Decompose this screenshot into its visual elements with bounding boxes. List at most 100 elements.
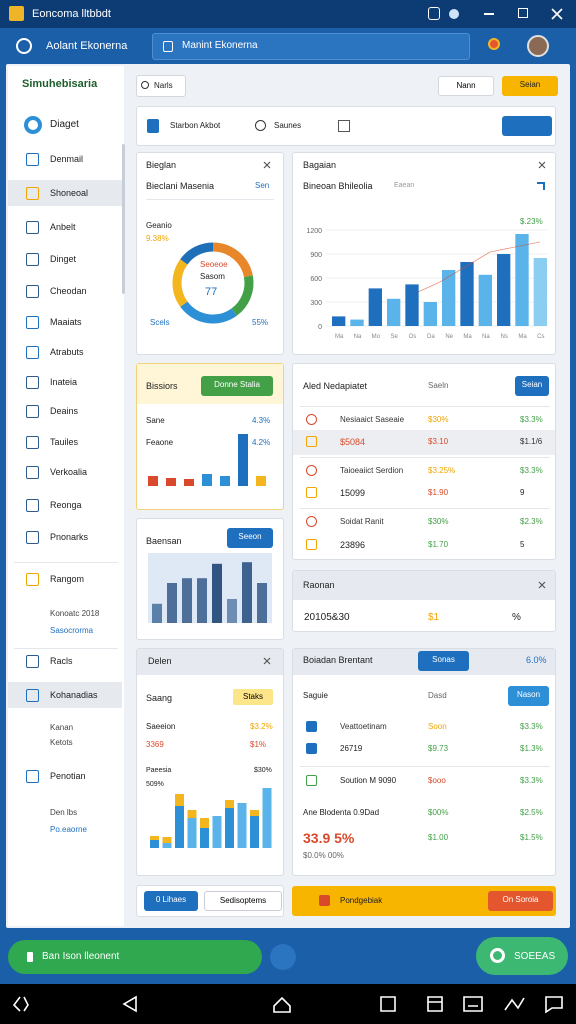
button[interactable]: Seian: [502, 76, 558, 96]
circle-button[interactable]: [270, 944, 296, 970]
nav-item[interactable]: Penotian: [50, 771, 86, 781]
button[interactable]: Donne Stalia: [201, 376, 273, 396]
chart: 0 300 600 900 1200 Ma Na Mo Se Os Da Ne Ma Na Ns Ma Cs: [306, 228, 548, 340]
row-value: 4.3%: [252, 416, 271, 425]
bar: [256, 476, 266, 486]
nav-sub: Den lbs: [50, 808, 78, 817]
bar: [515, 234, 529, 326]
close[interactable]: [538, 581, 546, 589]
action-icon: [490, 948, 505, 963]
legend: 55%: [252, 318, 269, 327]
button[interactable]: On Soroia: [488, 891, 553, 911]
row-label: Veattoetinam: [340, 722, 387, 731]
badge-icon: [488, 38, 500, 50]
search-field[interactable]: [136, 75, 186, 97]
window-title: Eoncoma lltbbdt: [32, 8, 111, 20]
y-tick-label: 1200: [306, 228, 322, 235]
chat[interactable]: [545, 996, 563, 1014]
close[interactable]: [263, 657, 271, 665]
apps[interactable]: [12, 996, 29, 1012]
nav-item[interactable]: Deains: [50, 406, 79, 416]
button[interactable]: 0 Lihaes: [144, 891, 198, 911]
nav-item[interactable]: Kohanadias: [50, 690, 98, 700]
recents[interactable]: [380, 996, 396, 1012]
bar-segment: [250, 810, 259, 816]
close[interactable]: [538, 161, 546, 169]
menu[interactable]: [427, 996, 443, 1012]
view-toggle[interactable]: [502, 116, 552, 136]
app-icon: [9, 6, 24, 21]
nav-item[interactable]: Shoneoal: [50, 188, 89, 198]
close[interactable]: [263, 161, 271, 169]
nav-item[interactable]: Denmail: [50, 154, 84, 164]
row-value: Soon: [428, 722, 447, 731]
bar: [250, 816, 259, 848]
label: Saguie: [303, 691, 328, 700]
nav-item[interactable]: Anbelt: [50, 222, 76, 232]
button[interactable]: Sonas: [418, 651, 469, 671]
label: Geanio: [146, 221, 172, 230]
button[interactable]: Sedisoptems: [204, 891, 282, 911]
chart: [551, 8, 563, 20]
filter[interactable]: Saunes: [274, 121, 302, 130]
chart: [12, 995, 563, 1014]
nav-item[interactable]: Cheodan: [50, 286, 87, 296]
bar: [212, 816, 222, 848]
status-icon: [27, 952, 33, 962]
bar: [350, 319, 364, 326]
back[interactable]: [122, 995, 137, 1013]
bar: [242, 562, 252, 623]
donut-segment: [180, 301, 237, 324]
nav-item[interactable]: Tauiles: [50, 437, 79, 447]
nav-item[interactable]: Maaiats: [50, 317, 82, 327]
nav-item[interactable]: Racls: [50, 656, 73, 666]
value: $.23%: [520, 217, 543, 226]
row-icon: [306, 516, 317, 527]
search-icon: [141, 81, 149, 89]
nav-item[interactable]: Inateia: [50, 377, 78, 387]
chart-title: Paeesia: [146, 767, 172, 774]
search-box[interactable]: [152, 33, 470, 60]
minimize[interactable]: [484, 13, 494, 15]
bar: [497, 254, 511, 326]
nav-item[interactable]: Diaget: [50, 119, 79, 130]
chart: [172, 242, 254, 324]
row-value: $1.1/6: [520, 437, 543, 446]
stats[interactable]: [504, 997, 525, 1011]
nav-item[interactable]: Atrabuts: [50, 347, 84, 357]
maximize[interactable]: [518, 8, 528, 18]
avatar[interactable]: [527, 35, 549, 57]
nav-icon: [26, 346, 39, 359]
button[interactable]: Seeon: [227, 528, 273, 548]
bar: [167, 583, 177, 623]
filter[interactable]: Starbon Akbot: [170, 121, 221, 130]
button[interactable]: Nason: [508, 686, 549, 706]
row-icon: [306, 721, 317, 732]
button[interactable]: Nann: [438, 76, 494, 96]
bar: [182, 578, 192, 623]
row-value: 4.2%: [252, 438, 271, 447]
bar: [148, 476, 158, 486]
nav-item[interactable]: Reonga: [50, 500, 82, 510]
button[interactable]: Seian: [515, 376, 549, 396]
x-tick-label: Na: [354, 334, 362, 340]
bar: [368, 288, 382, 326]
nav-item[interactable]: Dinget: [50, 254, 77, 264]
nav-item[interactable]: Verkoalia: [50, 467, 88, 477]
nav-icon: [26, 466, 39, 479]
bar: [150, 840, 159, 848]
donut-segment: [180, 242, 214, 265]
card-title: Baensan: [146, 536, 182, 546]
nav-item[interactable]: Rangom: [50, 574, 85, 584]
bar: [162, 843, 172, 848]
nav-item[interactable]: Pnonarks: [50, 532, 89, 542]
x-tick-label: Ma: [463, 334, 472, 340]
home[interactable]: [273, 996, 291, 1013]
close[interactable]: [551, 8, 563, 20]
keyboard[interactable]: [463, 996, 483, 1012]
divider: [300, 406, 550, 407]
nav-icon: [26, 689, 39, 702]
card-title: Bieglan: [146, 160, 177, 170]
card: [136, 648, 284, 876]
label: Saang: [146, 693, 173, 703]
